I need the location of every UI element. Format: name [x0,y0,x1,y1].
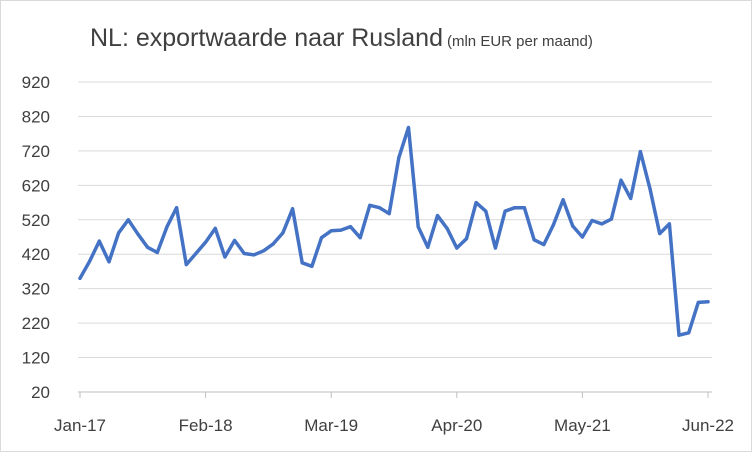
data-point [629,196,633,201]
data-point [667,222,671,226]
data-point [252,253,256,257]
y-tick-label: 520 [22,211,50,230]
data-point [474,200,478,205]
data-point [271,242,275,246]
x-tick-label: Mar-19 [304,416,358,435]
data-point [348,225,353,229]
x-tick-label: Apr-20 [431,416,482,435]
data-point [281,231,285,235]
data-point [213,226,217,230]
data-point [580,235,585,239]
series-line [78,125,710,337]
gridlines [78,81,712,359]
data-point [339,228,343,232]
x-tick-label: May-21 [554,416,611,435]
data-point [687,331,691,335]
data-point [551,223,556,227]
data-point [88,259,92,263]
data-point [155,250,159,255]
data-point [648,187,652,191]
data-point [310,264,314,268]
x-tick-label: Jan-17 [54,416,106,435]
data-point [696,300,700,305]
y-tick-label: 120 [22,349,50,368]
data-point [290,207,295,211]
data-point [406,125,411,130]
x-axis: Jan-17 Feb-18 Mar-19 Apr-20 May-21 Jun-22 [54,391,734,435]
y-tick-label: 620 [22,176,50,195]
data-point [542,242,546,247]
data-point [416,225,420,229]
data-point [368,203,372,207]
data-point [600,222,604,226]
data-point [204,240,208,244]
data-point [175,206,179,210]
data-point [136,232,140,236]
y-tick-label: 720 [22,142,50,161]
y-tick-label: 420 [22,245,50,264]
y-tick-label: 820 [22,107,50,126]
data-point [426,245,430,249]
data-point [117,231,121,235]
data-point [638,149,642,154]
data-point [261,249,266,253]
y-tick-label: 220 [22,314,50,333]
data-point [397,156,401,160]
data-point [609,217,613,221]
data-point [358,236,362,240]
data-point [658,231,662,236]
data-point [571,224,575,228]
data-point [223,255,227,259]
data-point [532,238,536,242]
data-point [445,226,449,230]
data-point [329,229,333,233]
data-point [377,206,382,210]
data-point [242,251,246,256]
data-point [503,209,507,213]
series-group [78,125,710,337]
data-point [97,239,101,243]
data-point [455,246,459,250]
data-point [387,211,391,216]
data-point [590,218,594,223]
data-point [464,237,469,241]
data-point [78,276,82,280]
data-point [165,225,169,229]
data-point [184,262,188,267]
data-point [435,214,440,218]
x-tick-label: Jun-22 [682,416,734,435]
data-point [706,300,710,304]
data-point [146,245,150,249]
y-tick-label: 320 [22,280,50,299]
data-point [513,206,517,210]
chart-subtitle: (mln EUR per maand) [446,33,593,50]
chart-title: NL: exportwaarde naar Rusland (mln EUR pe… [90,24,593,53]
data-point [493,246,498,250]
data-point [126,218,130,222]
x-tick-label: Feb-18 [179,416,233,435]
data-point [232,238,237,243]
data-point [194,251,198,256]
data-point [619,178,623,182]
data-point [677,333,681,337]
data-point [300,261,304,265]
chart-title-text: NL: exportwaarde naar Rusland [90,24,443,52]
y-axis-ticks: 20 120 220 320 420 520 620 720 820 920 [22,73,50,402]
data-point [561,198,565,202]
data-point [107,260,111,264]
data-point [484,209,488,213]
y-tick-label: 20 [31,383,50,402]
y-tick-label: 920 [22,73,50,92]
data-point [522,206,527,210]
data-point [319,236,324,240]
